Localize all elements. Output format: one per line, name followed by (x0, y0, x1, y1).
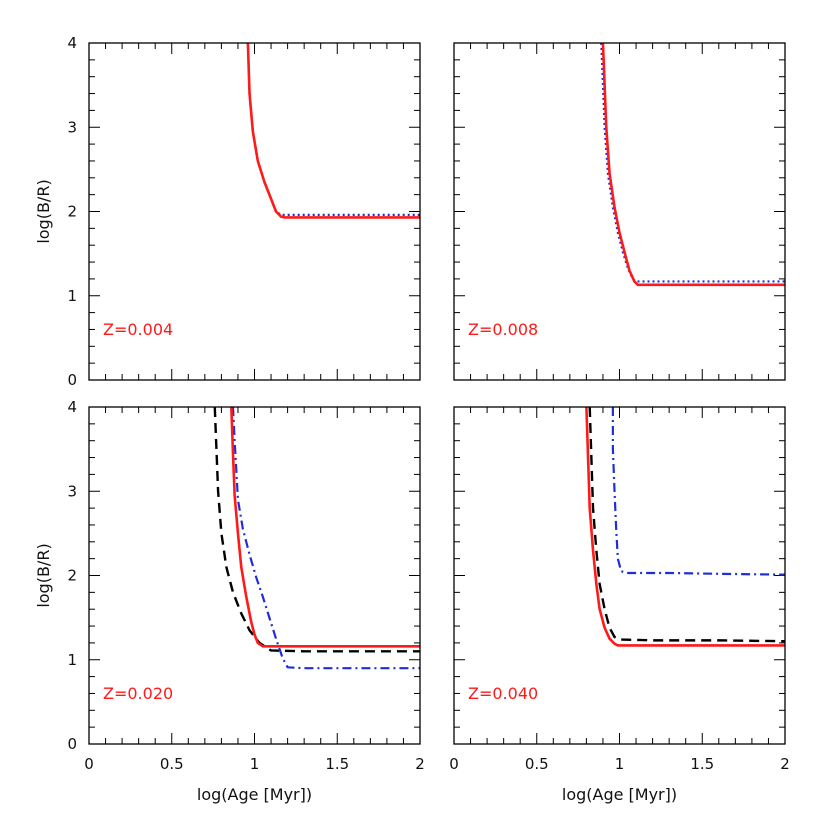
series-red-solid (585, 407, 785, 647)
y-tick-label: 2 (67, 567, 77, 585)
y-axis-label: log(B/R) (34, 543, 53, 607)
series-red-solid (601, 43, 785, 287)
y-tick-label: 3 (67, 118, 77, 136)
series-blue-dotted (246, 43, 420, 216)
series-red-solid (246, 43, 420, 219)
panel-3: Z=0.020 0 1 2 3 4 log(B/R) 0 0.5 1 1.5 2 log(Age [My… (34, 398, 425, 804)
x-tick-label: 0 (449, 755, 459, 773)
series-blue-dash-dot (611, 407, 785, 576)
y-axis-label: log(B/R) (34, 179, 53, 243)
y-tick-label: 0 (67, 735, 77, 753)
x-tick-label: 1.5 (325, 755, 349, 773)
y-tick-label: 1 (67, 287, 77, 305)
y-tick-label: 0 (67, 371, 77, 389)
x-tick-label: 1 (615, 755, 625, 773)
panel-2: Z=0.008 (453, 42, 786, 381)
y-tick-label: 4 (67, 398, 77, 416)
panel-series (213, 407, 420, 670)
panel-series (600, 43, 785, 287)
series-red-solid (230, 407, 420, 648)
series-blue-dash-dot (231, 407, 420, 670)
x-tick-label: 0.5 (525, 755, 549, 773)
x-tick-label: 1 (250, 755, 260, 773)
panel-4: Z=0.040 0 0.5 1 1.5 2 log(Age [Myr]) (449, 406, 790, 804)
x-tick-label: 0 (84, 755, 94, 773)
series-black-dashed (213, 407, 420, 653)
panel-series (246, 43, 420, 219)
panel-series (585, 407, 785, 647)
panel-frame (453, 406, 786, 745)
x-axis-label: log(Age [Myr]) (562, 785, 677, 804)
x-tick-label: 2 (780, 755, 790, 773)
y-tick-label: 2 (67, 203, 77, 221)
panel-annotation: Z=0.040 (468, 684, 538, 703)
panel-annotation: Z=0.004 (103, 320, 173, 339)
x-tick-label: 2 (415, 755, 425, 773)
y-tick-label: 1 (67, 651, 77, 669)
y-tick-label: 3 (67, 482, 77, 500)
panel-annotation: Z=0.020 (103, 684, 173, 703)
panel-frame (88, 42, 421, 381)
panel-ticks (453, 42, 786, 381)
x-tick-label: 0.5 (160, 755, 184, 773)
y-tick-label: 4 (67, 34, 77, 52)
x-axis-label: log(Age [Myr]) (197, 785, 312, 804)
panel-1: Z=0.004 0 1 2 3 4 log(B/R) (34, 34, 421, 389)
panel-annotation: Z=0.008 (468, 320, 538, 339)
panel-frame (453, 42, 786, 381)
panel-frame (88, 406, 421, 745)
series-blue-dotted (600, 43, 785, 283)
x-tick-label: 1.5 (690, 755, 714, 773)
series-black-dashed (588, 407, 785, 643)
